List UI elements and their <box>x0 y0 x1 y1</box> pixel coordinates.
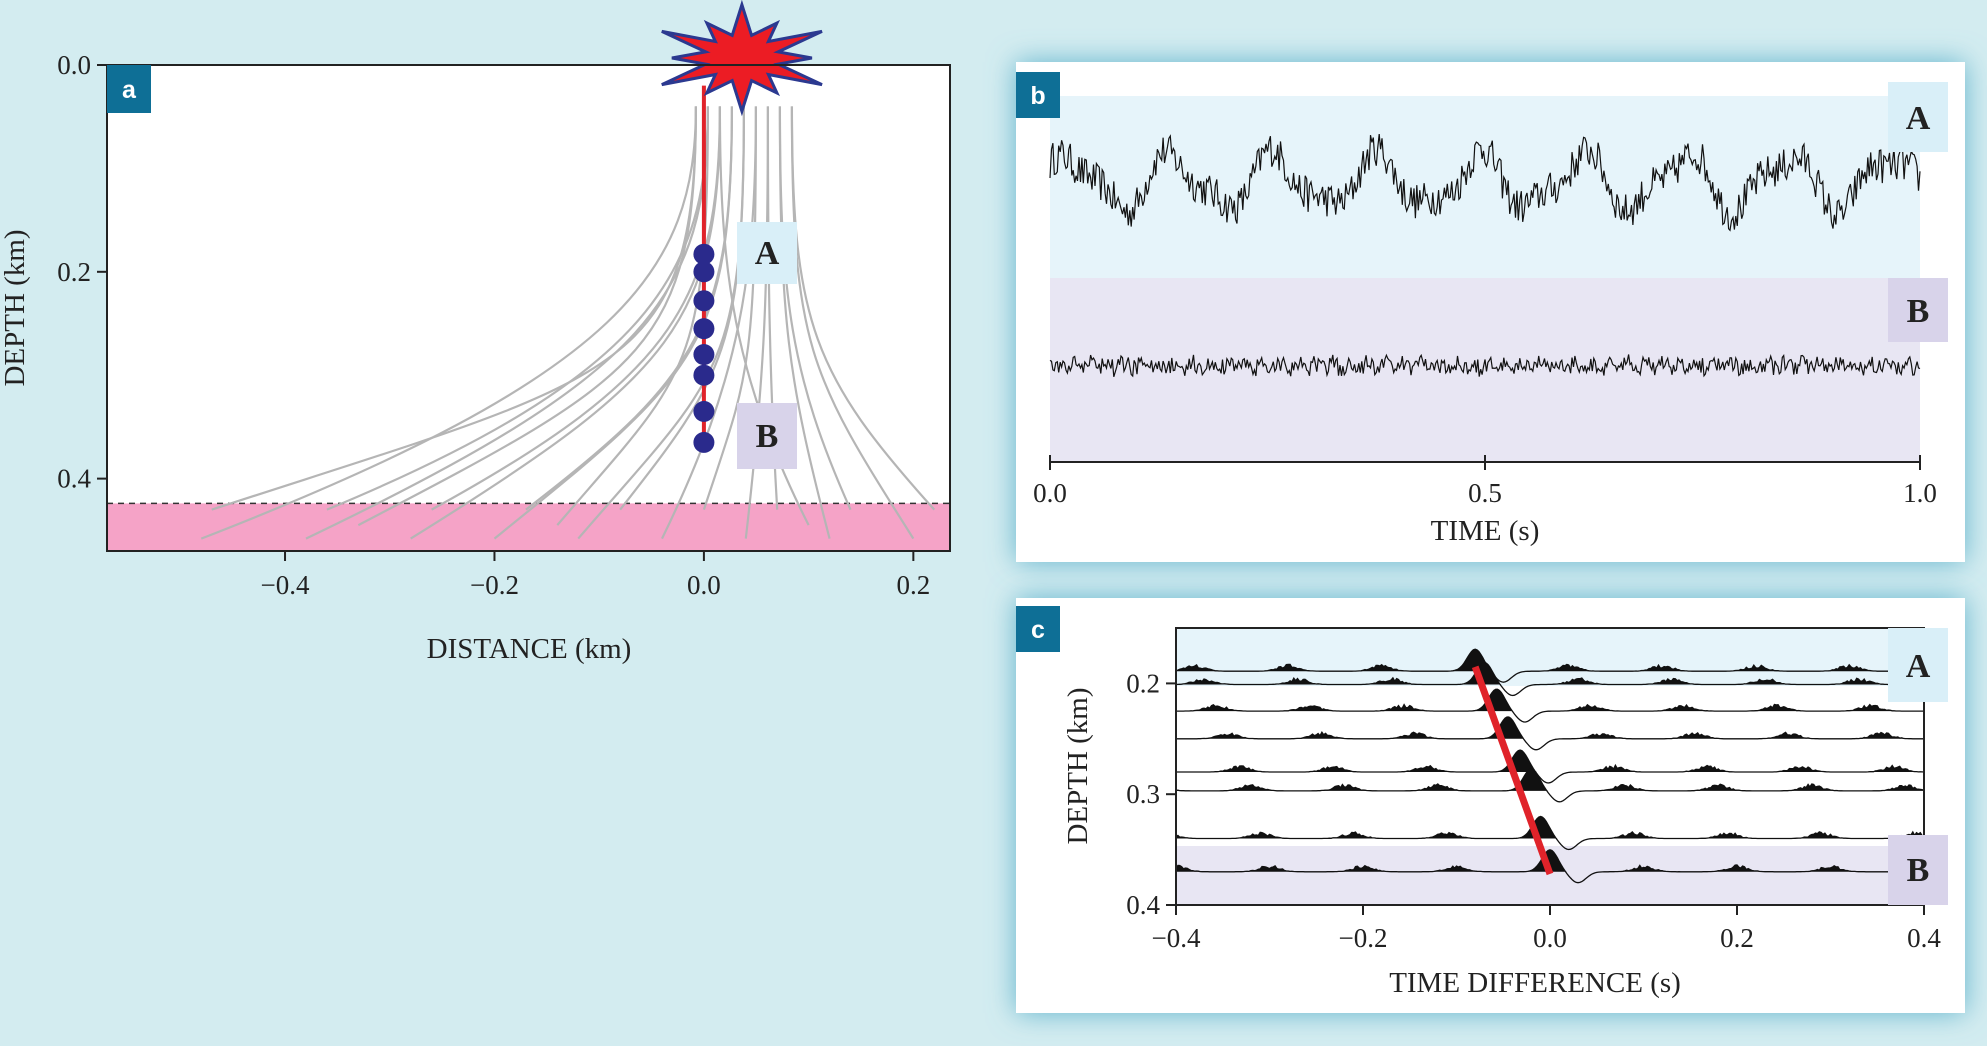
panel-b-xtick-label: 1.0 <box>1903 478 1937 508</box>
panel-a-ytick-label: 0.4 <box>57 464 91 494</box>
panel-a-label-A: A <box>755 235 780 272</box>
panel-c-label-A: A <box>1906 648 1931 685</box>
panel-a-xlabel: DISTANCE (km) <box>427 633 632 665</box>
panel-c-moveout-line <box>1471 665 1554 876</box>
panel-c-trace <box>1175 849 1925 884</box>
panel-a-receiver-dot <box>693 318 715 340</box>
panel-c-xlabel: TIME DIFFERENCE (s) <box>1389 967 1681 999</box>
panel-a-ray <box>778 106 852 511</box>
panel-b-label-A-box <box>1888 82 1948 152</box>
panel-a-receiver-dot <box>693 431 715 453</box>
panel-a-ray <box>525 106 734 511</box>
panel-c-xtick-label: −0.4 <box>1152 923 1201 953</box>
panel-c-trace-fill <box>1176 849 1924 872</box>
panel-c-xtick-label: 0.0 <box>1533 923 1567 953</box>
panel-a-label-B: B <box>756 418 779 455</box>
panel-c-trace-fill <box>1176 768 1924 791</box>
panel-a-tag <box>107 65 151 113</box>
panel-c: −0.4 −0.2 0.0 0.2 0.4 0.2 0.3 0.4 A B c TIME DI… <box>1016 598 1965 1013</box>
panel-c-traces <box>1175 648 1925 884</box>
panel-b-trace-A <box>1049 134 1921 232</box>
panel-c-ticks: −0.4 −0.2 0.0 0.2 0.4 0.2 0.3 0.4 <box>1126 668 1941 953</box>
panel-a-ray <box>702 106 758 510</box>
panel-a-receivers <box>693 243 715 453</box>
panel-a-xtick-label: 0.0 <box>687 570 721 600</box>
panel-a-ray <box>790 106 936 511</box>
panel-c-tag <box>1016 606 1060 652</box>
panel-c-ytick-label: 0.4 <box>1126 890 1160 920</box>
panel-a-ray <box>431 106 722 511</box>
panel-a-ray <box>556 106 710 526</box>
panel-a: −0.4 −0.2 0.0 0.2 0.0 0.2 0.4 A B a DISTANCE (… <box>0 0 951 665</box>
panel-a-plot-area <box>107 65 950 551</box>
panel-b-ticks: 0.0 0.5 1.0 <box>1033 455 1937 508</box>
panel-b-zone-B-band <box>1050 278 1920 462</box>
panel-b-xlabel: TIME (s) <box>1431 515 1540 547</box>
panel-a-ray <box>357 106 698 527</box>
panel-c-letter: c <box>1031 616 1045 644</box>
panel-c-trace <box>1176 688 1924 723</box>
panel-b-zone-A-band <box>1050 96 1920 278</box>
panel-b-trace-B <box>1049 353 1921 378</box>
panel-c-trace <box>1175 661 1924 697</box>
panel-b-xtick-label: 0.5 <box>1468 478 1502 508</box>
panel-a-receiver-dot <box>693 290 715 312</box>
panel-a-label-B-box <box>737 403 797 469</box>
panel-a-source-burst-icon <box>661 0 823 117</box>
panel-a-receiver-dot <box>693 364 715 386</box>
panel-a-label-A-box <box>737 222 797 284</box>
panel-c-zone-A-band <box>1176 628 1924 686</box>
panel-c-trace <box>1176 749 1925 784</box>
panel-b-label-A: A <box>1906 100 1931 137</box>
panel-c-ytick-label: 0.3 <box>1126 779 1160 809</box>
panel-c-ylabel: DEPTH (km) <box>1062 687 1094 844</box>
panel-b-label-B: B <box>1907 293 1930 330</box>
panel-c-ytick-label: 0.2 <box>1126 668 1160 698</box>
panel-a-ylabel: DEPTH (km) <box>0 229 31 386</box>
panel-a-ticks: −0.4 −0.2 0.0 0.2 0.0 0.2 0.4 <box>57 50 930 600</box>
panel-a-ray <box>619 106 746 511</box>
panel-b-label-B-box <box>1888 278 1948 342</box>
panel-a-receiver-dot <box>693 344 715 366</box>
panel-b-letter: b <box>1030 82 1045 110</box>
panel-a-receiver-dot <box>693 261 715 283</box>
panel-c-trace <box>1175 815 1925 851</box>
panel-a-xtick-label: −0.2 <box>470 570 519 600</box>
panel-a-receiver-dot <box>693 400 715 422</box>
panel-a-receiver-dot <box>693 243 715 265</box>
panel-b-xtick-label: 0.0 <box>1033 478 1067 508</box>
panel-c-label-B-box <box>1888 835 1948 905</box>
panel-c-trace <box>1176 716 1924 751</box>
panel-b-tag <box>1016 72 1060 118</box>
panel-c-trace <box>1175 768 1925 803</box>
panel-a-ytick-label: 0.2 <box>57 257 91 287</box>
panel-b: 0.0 0.5 1.0 A B b TIME (s) <box>1016 62 1965 562</box>
panel-c-label-B: B <box>1907 852 1930 889</box>
panel-c-label-A-box <box>1888 628 1948 702</box>
panel-a-letter: a <box>122 76 137 104</box>
panel-c-xtick-label: 0.2 <box>1720 923 1754 953</box>
panel-c-xtick-label: 0.4 <box>1907 923 1941 953</box>
panel-c-trace-fill <box>1176 649 1924 672</box>
panel-a-ray <box>200 106 698 540</box>
panel-a-xtick-label: −0.4 <box>261 570 310 600</box>
panel-a-ytick-label: 0.0 <box>57 50 91 80</box>
panel-c-trace <box>1175 648 1924 683</box>
panel-a-frame <box>106 64 951 552</box>
panel-a-xtick-label: 0.2 <box>896 570 930 600</box>
panel-c-xtick-label: −0.2 <box>1339 923 1388 953</box>
